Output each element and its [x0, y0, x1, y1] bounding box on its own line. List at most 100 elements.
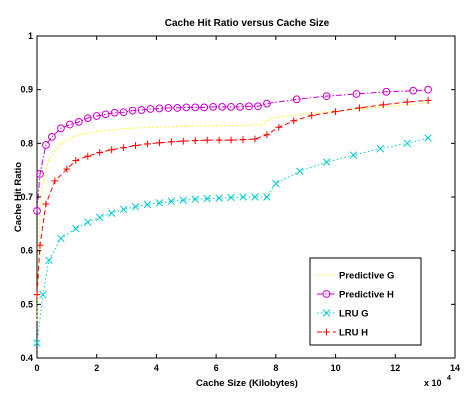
- data-point-lru-h: [96, 149, 104, 156]
- data-point-lru-h: [203, 136, 211, 144]
- data-point-predictive-g: [394, 105, 396, 107]
- data-point-lru-g: [167, 197, 176, 206]
- data-point-predictive-g: [266, 120, 268, 122]
- y-axis-label: Cache Hit Ratio: [13, 162, 24, 232]
- data-point-predictive-g: [245, 125, 247, 127]
- data-point-lru-g: [107, 209, 116, 217]
- legend-marker-lru-h: [323, 328, 330, 336]
- data-point-predictive-h: [245, 102, 253, 111]
- data-point-lru-h: [424, 97, 432, 104]
- data-point-lru-h: [144, 140, 151, 148]
- data-point-lru-h: [379, 101, 387, 109]
- data-point-predictive-h: [56, 124, 65, 133]
- series-predictive-g: [36, 102, 429, 322]
- data-point-lru-g: [84, 218, 92, 226]
- data-point-lru-g: [39, 290, 47, 299]
- data-point-predictive-h: [155, 104, 164, 113]
- legend-marker-lru-g: [322, 309, 331, 317]
- x-exponent-base: x 10: [424, 378, 442, 388]
- data-point-predictive-h: [322, 92, 331, 101]
- legend-label-predictive-g: Predictive G: [339, 271, 394, 282]
- data-point-predictive-h: [173, 104, 182, 112]
- y-tick-label: 0.5: [20, 299, 33, 309]
- data-point-lru-h: [120, 144, 127, 152]
- data-point-predictive-h: [74, 117, 83, 126]
- legend-item-lru-h: LRU H: [317, 328, 368, 339]
- data-point-predictive-h: [42, 141, 50, 149]
- data-point-predictive-h: [292, 95, 301, 104]
- series-line-predictive-g: [36, 102, 429, 321]
- data-point-predictive-h: [101, 110, 110, 119]
- data-point-predictive-h: [263, 99, 271, 108]
- data-point-predictive-g: [42, 180, 44, 182]
- x-axis-exponent: x 10 4: [424, 375, 451, 388]
- data-point-lru-g: [239, 193, 247, 201]
- data-point-lru-g: [322, 158, 331, 166]
- x-exponent-power: 4: [447, 375, 451, 382]
- data-point-lru-g: [376, 144, 385, 153]
- x-tick-label: 2: [94, 363, 99, 373]
- x-axis-ticks: 0 2 4 6 8 10 12 14: [34, 36, 460, 373]
- data-point-lru-g: [72, 224, 80, 233]
- data-point-predictive-g: [84, 133, 86, 135]
- data-point-predictive-h: [382, 87, 391, 96]
- data-point-lru-h: [167, 138, 175, 146]
- data-point-predictive-g: [125, 127, 128, 129]
- legend-box: [309, 257, 422, 346]
- data-point-predictive-h: [137, 106, 146, 114]
- data-point-lru-h: [263, 131, 271, 139]
- x-tick-label: 10: [331, 363, 341, 373]
- data-point-predictive-g: [260, 123, 262, 126]
- data-point-predictive-h: [191, 103, 200, 112]
- legend-entries: Predictive G Predictive H LRU G LRU H: [317, 271, 394, 339]
- data-point-predictive-g: [275, 116, 277, 119]
- legend-item-predictive-h: Predictive H: [317, 290, 394, 301]
- y-tick-label: 0.6: [20, 246, 33, 256]
- data-point-predictive-h: [146, 105, 155, 113]
- data-point-predictive-h: [352, 90, 361, 98]
- legend-item-lru-g: LRU G: [317, 309, 369, 320]
- data-point-predictive-g: [155, 126, 158, 128]
- data-point-lru-h: [239, 136, 247, 143]
- data-point-lru-g: [295, 167, 304, 175]
- data-point-lru-h: [275, 123, 283, 131]
- data-point-predictive-g: [72, 136, 74, 138]
- data-point-predictive-g: [48, 158, 50, 161]
- legend-label-predictive-h: Predictive H: [339, 290, 394, 301]
- data-point-lru-h: [356, 104, 363, 112]
- data-point-lru-h: [84, 152, 92, 160]
- data-point-predictive-h: [48, 132, 56, 141]
- data-point-predictive-g: [305, 113, 307, 115]
- series-lru-h: [33, 97, 432, 299]
- data-point-predictive-h: [200, 103, 209, 112]
- data-point-lru-g: [57, 234, 65, 243]
- data-point-lru-h: [227, 136, 235, 144]
- data-point-predictive-h: [236, 102, 244, 111]
- data-point-predictive-h: [209, 102, 218, 111]
- data-point-lru-h: [42, 200, 50, 208]
- data-point-lru-g: [155, 199, 164, 207]
- data-point-lru-g: [119, 205, 128, 214]
- data-point-lru-h: [36, 241, 44, 249]
- data-point-lru-h: [51, 177, 59, 185]
- data-point-predictive-h: [65, 120, 74, 129]
- series-lru-g: [33, 134, 432, 347]
- y-tick-label: 0.7: [20, 192, 33, 202]
- data-point-lru-g: [131, 202, 140, 211]
- data-point-lru-g: [179, 196, 188, 204]
- series-predictive-h: [33, 85, 433, 215]
- y-axis-ticks: 0.4 0.5 0.6 0.7 0.8 0.9 1: [20, 31, 455, 363]
- data-point-lru-h: [191, 137, 199, 145]
- data-point-predictive-h: [164, 104, 173, 112]
- legend-label-lru-g: LRU G: [339, 309, 369, 320]
- data-point-lru-g: [272, 179, 280, 188]
- data-point-predictive-g: [215, 125, 217, 127]
- data-point-lru-h: [215, 136, 223, 144]
- x-tick-label: 14: [450, 363, 460, 373]
- data-point-lru-h: [156, 139, 163, 147]
- chart-title: Cache Hit Ratio versus Cache Size: [165, 18, 330, 29]
- data-point-lru-g: [424, 134, 432, 142]
- series-layer: [33, 85, 433, 347]
- y-tick-label: 0.8: [20, 138, 33, 148]
- x-tick-label: 8: [273, 363, 278, 373]
